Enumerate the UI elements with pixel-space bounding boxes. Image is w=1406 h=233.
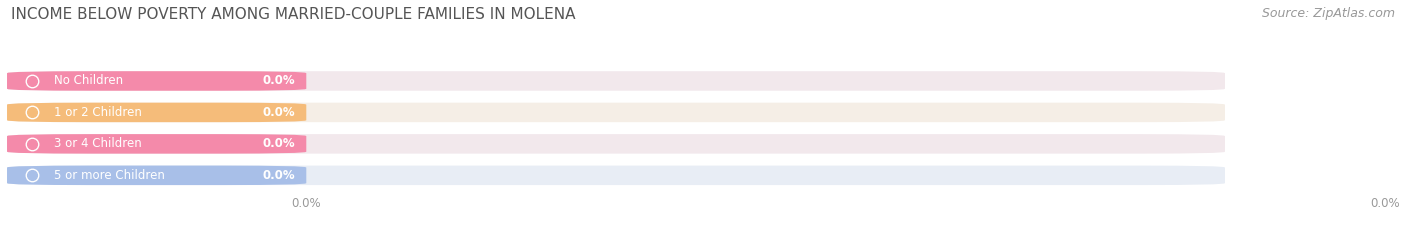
FancyBboxPatch shape [7,166,1225,185]
Text: Source: ZipAtlas.com: Source: ZipAtlas.com [1261,7,1395,20]
Text: INCOME BELOW POVERTY AMONG MARRIED-COUPLE FAMILIES IN MOLENA: INCOME BELOW POVERTY AMONG MARRIED-COUPL… [11,7,575,22]
Text: 0.0%: 0.0% [263,106,295,119]
FancyBboxPatch shape [7,134,307,154]
FancyBboxPatch shape [7,166,307,185]
FancyBboxPatch shape [7,71,1225,91]
FancyBboxPatch shape [7,103,1225,122]
FancyBboxPatch shape [7,71,307,91]
Text: 3 or 4 Children: 3 or 4 Children [55,137,142,150]
Text: 0.0%: 0.0% [263,169,295,182]
FancyBboxPatch shape [7,103,307,122]
Text: 0.0%: 0.0% [1371,197,1400,210]
Text: 1 or 2 Children: 1 or 2 Children [55,106,142,119]
FancyBboxPatch shape [7,134,1225,154]
Text: 0.0%: 0.0% [291,197,321,210]
Text: 5 or more Children: 5 or more Children [55,169,166,182]
Text: 0.0%: 0.0% [263,75,295,87]
Text: 0.0%: 0.0% [263,137,295,150]
Text: No Children: No Children [55,75,124,87]
